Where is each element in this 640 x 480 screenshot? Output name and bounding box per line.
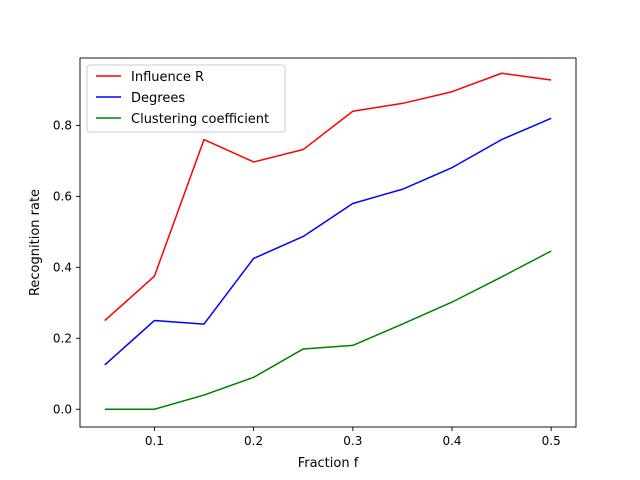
legend-label-2: Clustering coefficient [131, 112, 269, 127]
y-tick-label: 0.0 [53, 402, 72, 416]
series-line-0 [104, 72, 552, 322]
legend: Influence R Degrees Clustering coefficient [86, 64, 286, 133]
x-tick-label: 0.2 [244, 434, 263, 448]
axes-frame [79, 57, 577, 428]
legend-label-1: Degrees [131, 91, 185, 106]
y-axis-label: Recognition rate [28, 189, 43, 296]
y-tick-label: 0.2 [53, 331, 72, 345]
y-tick-label: 0.8 [53, 118, 72, 132]
x-tick-label: 0.3 [343, 434, 362, 448]
x-tick-label: 0.4 [442, 434, 461, 448]
y-tick-label: 0.6 [53, 189, 72, 203]
legend-label-0: Influence R [131, 70, 204, 85]
series-layer [104, 72, 552, 411]
x-tick-label: 0.5 [542, 434, 561, 448]
series-line-2 [104, 250, 552, 411]
y-tick-label: 0.4 [53, 260, 72, 274]
x-axis-label: Fraction f [298, 456, 359, 471]
axes-layer: 0.1 0.2 0.3 0.4 0.5 0.0 0.2 0.4 0.6 0.8 [53, 57, 577, 448]
legend-box [86, 64, 286, 133]
x-tick-label: 0.1 [145, 434, 164, 448]
series-line-1 [104, 117, 552, 366]
